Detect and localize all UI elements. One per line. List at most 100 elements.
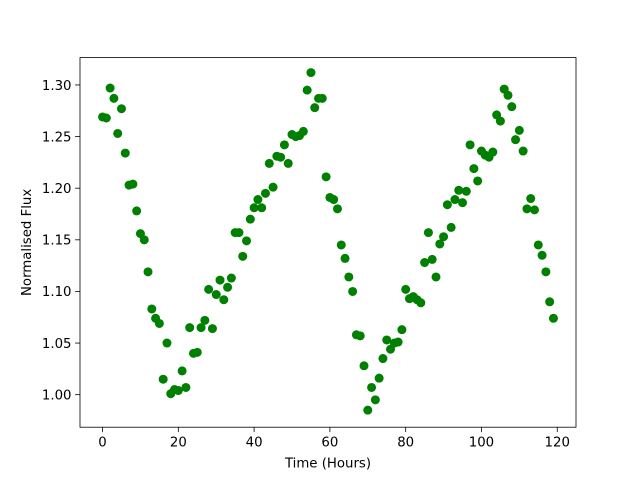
data-point bbox=[223, 282, 233, 292]
data-point bbox=[355, 331, 365, 341]
x-tick-label: 40 bbox=[246, 436, 263, 451]
data-point bbox=[514, 125, 524, 135]
data-point bbox=[446, 222, 456, 232]
data-point bbox=[185, 323, 195, 333]
data-point bbox=[249, 203, 259, 213]
data-point bbox=[192, 347, 202, 357]
data-point bbox=[329, 195, 339, 205]
data-point bbox=[397, 325, 407, 335]
y-tick-label: 1.10 bbox=[42, 285, 72, 300]
data-point bbox=[548, 313, 558, 323]
data-point bbox=[113, 128, 123, 138]
data-point bbox=[200, 315, 210, 325]
data-point bbox=[101, 113, 111, 123]
data-point bbox=[439, 232, 449, 242]
data-point bbox=[105, 83, 115, 93]
data-point bbox=[431, 272, 441, 282]
data-point bbox=[238, 251, 248, 261]
data-point bbox=[158, 374, 168, 384]
x-tick-label: 0 bbox=[98, 436, 106, 451]
data-point bbox=[154, 318, 164, 328]
x-tick-label: 120 bbox=[545, 436, 570, 451]
y-tick-label: 1.00 bbox=[42, 388, 72, 403]
data-point bbox=[348, 286, 358, 296]
data-point bbox=[317, 93, 327, 103]
data-point bbox=[162, 338, 172, 348]
data-point bbox=[120, 148, 130, 158]
data-point bbox=[207, 324, 217, 334]
data-point bbox=[545, 297, 555, 307]
plot-frame bbox=[79, 57, 577, 428]
data-point bbox=[234, 228, 244, 238]
data-point bbox=[298, 126, 308, 136]
x-tick-label: 80 bbox=[397, 436, 414, 451]
data-point bbox=[139, 235, 149, 245]
data-point bbox=[495, 116, 505, 126]
y-tick-label: 1.20 bbox=[42, 182, 72, 197]
y-axis-ticks: 1.00 1.05 1.10 1.15 1.20 1.25 1.30 bbox=[42, 79, 80, 403]
data-point bbox=[143, 267, 153, 277]
data-point bbox=[310, 103, 320, 113]
data-point bbox=[177, 366, 187, 376]
data-point bbox=[454, 185, 464, 195]
data-point bbox=[116, 104, 126, 114]
data-point bbox=[132, 206, 142, 216]
data-point bbox=[181, 382, 191, 392]
data-point bbox=[458, 198, 468, 208]
data-point bbox=[401, 284, 411, 294]
data-point bbox=[306, 68, 316, 78]
y-tick-label: 1.30 bbox=[42, 79, 72, 94]
data-point bbox=[518, 146, 528, 156]
data-point bbox=[332, 204, 342, 214]
data-point bbox=[276, 152, 286, 162]
x-tick-label: 20 bbox=[170, 436, 187, 451]
data-point bbox=[219, 295, 229, 305]
data-point bbox=[530, 205, 540, 215]
data-point bbox=[367, 382, 377, 392]
data-point bbox=[302, 85, 312, 95]
data-point bbox=[245, 214, 255, 224]
data-point bbox=[253, 195, 263, 205]
data-point bbox=[147, 304, 157, 314]
data-point bbox=[507, 102, 517, 112]
data-point bbox=[359, 361, 369, 371]
data-point bbox=[279, 140, 289, 150]
data-point bbox=[340, 253, 350, 263]
data-point bbox=[442, 200, 452, 210]
data-point bbox=[283, 158, 293, 168]
data-point bbox=[503, 90, 513, 100]
data-point bbox=[374, 373, 384, 383]
data-point bbox=[382, 335, 392, 345]
data-point bbox=[321, 172, 331, 182]
x-axis-ticks: 0 20 40 60 80 100 120 bbox=[98, 427, 570, 451]
data-point bbox=[469, 164, 479, 174]
data-point bbox=[204, 284, 214, 294]
data-point bbox=[211, 290, 221, 300]
data-point bbox=[260, 188, 270, 198]
data-point bbox=[242, 236, 252, 246]
data-point bbox=[109, 93, 119, 103]
data-point bbox=[378, 354, 388, 364]
y-axis-label: Normalised Flux bbox=[20, 189, 35, 296]
data-point bbox=[215, 275, 225, 285]
data-point bbox=[522, 204, 532, 214]
data-point bbox=[416, 298, 426, 308]
plot-area bbox=[80, 57, 576, 428]
data-point bbox=[370, 395, 380, 405]
data-point bbox=[336, 240, 346, 250]
data-point bbox=[257, 203, 267, 213]
y-tick-label: 1.25 bbox=[42, 130, 72, 145]
data-point bbox=[473, 176, 483, 186]
data-point bbox=[526, 194, 536, 204]
x-tick-label: 100 bbox=[469, 436, 494, 451]
data-point bbox=[435, 239, 445, 249]
data-point bbox=[264, 158, 274, 168]
data-point bbox=[393, 337, 403, 347]
data-point bbox=[541, 267, 551, 277]
data-point bbox=[488, 147, 498, 157]
data-point bbox=[465, 140, 475, 150]
data-point bbox=[363, 405, 373, 415]
x-tick-label: 60 bbox=[321, 436, 338, 451]
data-point bbox=[173, 386, 183, 396]
